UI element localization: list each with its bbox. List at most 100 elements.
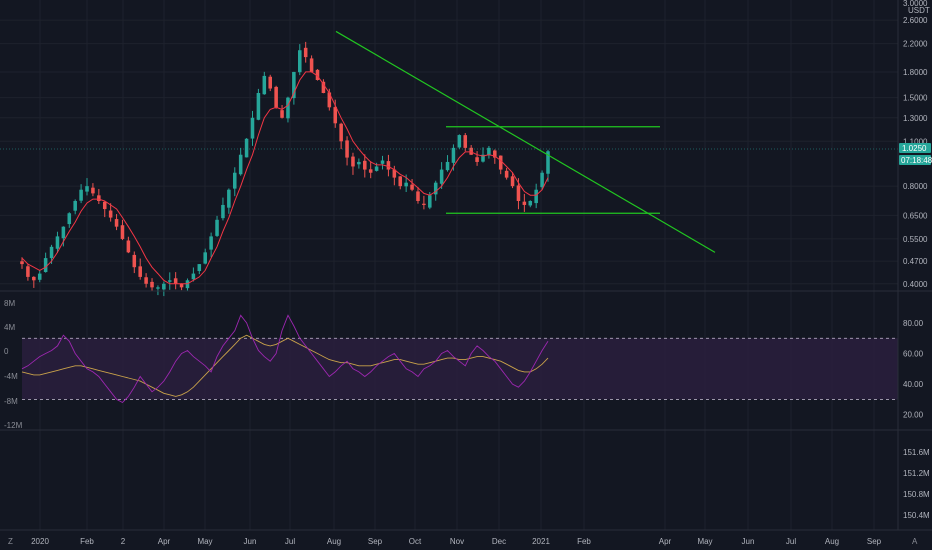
candle-body — [463, 135, 468, 148]
volume-tick-label: 151.2M — [903, 469, 930, 478]
candle-body — [244, 138, 249, 158]
candle-body — [534, 189, 538, 204]
candle-body — [445, 161, 450, 171]
oscillator-tick-label: 0 — [4, 347, 9, 356]
oscillator-tick-label: -12M — [4, 421, 23, 430]
price-tick-label: 1.8000 — [903, 68, 928, 77]
candle-body — [487, 147, 491, 156]
candle-body — [179, 283, 184, 288]
time-tick-label: Sep — [368, 537, 383, 546]
volume-tick-label: 151.6M — [903, 448, 930, 457]
candle-body — [333, 107, 338, 124]
candle-body — [37, 273, 42, 280]
time-tick-label: Apr — [158, 537, 171, 546]
time-tick-label: Jun — [742, 537, 755, 546]
candle-body — [256, 93, 261, 120]
candle-body — [138, 266, 142, 277]
candle-body — [504, 170, 509, 178]
time-tick-label: Oct — [409, 537, 422, 546]
candle-body — [85, 186, 89, 192]
trendline-descending[interactable] — [335, 30, 716, 253]
candle-body — [215, 219, 219, 236]
oscillator-tick-label: 4M — [4, 323, 15, 332]
candle-body — [339, 123, 343, 142]
volume-tick-label: 150.4M — [903, 511, 930, 520]
candle-body — [203, 252, 207, 264]
time-tick-label: Jul — [285, 537, 295, 546]
candle-body — [298, 50, 302, 73]
candle-body — [227, 189, 231, 208]
candle-body — [457, 135, 462, 148]
candle-body — [516, 185, 521, 201]
rsi-tick-label: 60.00 — [903, 350, 924, 359]
candle-body — [416, 191, 420, 201]
candle-body — [26, 266, 30, 277]
time-tick-label: 2020 — [31, 537, 49, 546]
candle-body — [79, 189, 83, 201]
price-tick-label: 2.6000 — [903, 16, 928, 25]
volume-axis[interactable]: 151.6M 151.2M 150.8M 150.4M — [903, 448, 930, 520]
time-axis[interactable]: 2020 Feb 2 Apr May Jun Jul Aug Sep Oct Nov Dec 2021 F… — [31, 537, 882, 546]
time-tick-label: Apr — [659, 537, 672, 546]
time-tick-label: Feb — [577, 537, 591, 546]
candle-body — [292, 71, 296, 99]
price-tick-label: 1.1000 — [903, 137, 928, 146]
candle-body — [97, 195, 101, 201]
candle-body — [232, 172, 237, 189]
rsi-tick-label: 40.00 — [903, 380, 924, 389]
candle-body — [61, 226, 66, 239]
candle-body — [268, 76, 272, 89]
price-axis[interactable]: 2.6000 2.2000 1.8000 1.5000 1.3000 1.1000 0.80… — [903, 16, 928, 289]
time-tick-label: Jun — [244, 537, 257, 546]
auto-scale-button[interactable]: A — [912, 537, 918, 546]
timezone-icon[interactable]: Z — [8, 537, 13, 546]
candle-body — [392, 169, 397, 178]
candle-body — [315, 69, 320, 80]
candle-body — [20, 261, 24, 265]
candle-body — [345, 140, 349, 158]
candle-body — [510, 176, 515, 187]
candle-body — [73, 200, 77, 211]
candle-body — [32, 276, 36, 281]
candle-body — [132, 254, 137, 268]
candle-body — [197, 264, 202, 272]
candle-body — [156, 287, 160, 289]
candle-body — [150, 281, 154, 288]
candle-body — [368, 169, 373, 173]
rsi-tick-label: 80.00 — [903, 319, 924, 328]
candle-body — [498, 155, 503, 170]
price-tick-label: 1.3000 — [903, 114, 928, 123]
candle-body — [250, 117, 255, 139]
candle-body — [380, 160, 385, 164]
price-tick-label: 0.5500 — [903, 235, 928, 244]
trendline-layer[interactable] — [335, 30, 716, 253]
time-tick-label: Dec — [492, 537, 506, 546]
candle-body — [386, 161, 391, 170]
candle-body — [321, 81, 326, 94]
price-tick-label: 1.5000 — [903, 94, 928, 103]
candle-body — [167, 280, 172, 282]
last-price-label: 1.0250 — [902, 144, 927, 153]
candle-body — [43, 258, 48, 273]
candle-body — [286, 97, 290, 119]
candle-body — [522, 201, 527, 205]
candle-body — [120, 225, 125, 239]
price-axis-currency: USDT — [908, 6, 930, 15]
oscillator-tick-label: -8M — [4, 397, 18, 406]
time-tick-label: Sep — [867, 537, 882, 546]
candle-body — [309, 58, 314, 72]
rsi-pane[interactable] — [21, 314, 898, 404]
candle-body — [540, 172, 544, 188]
candle-body — [280, 110, 284, 118]
countdown-label: 07:18:48 — [901, 156, 932, 165]
rsi-axis[interactable]: 80.00 60.00 40.00 20.00 8M 4M 0 -4M -8M -12M — [4, 299, 924, 430]
candle-body — [428, 195, 432, 208]
price-tick-label: 0.6500 — [903, 211, 928, 220]
price-pane[interactable] — [20, 41, 550, 297]
time-tick-label: Nov — [450, 537, 464, 546]
countdown-badge — [899, 155, 931, 165]
time-tick-label: Aug — [327, 537, 341, 546]
candle-body — [493, 150, 497, 158]
